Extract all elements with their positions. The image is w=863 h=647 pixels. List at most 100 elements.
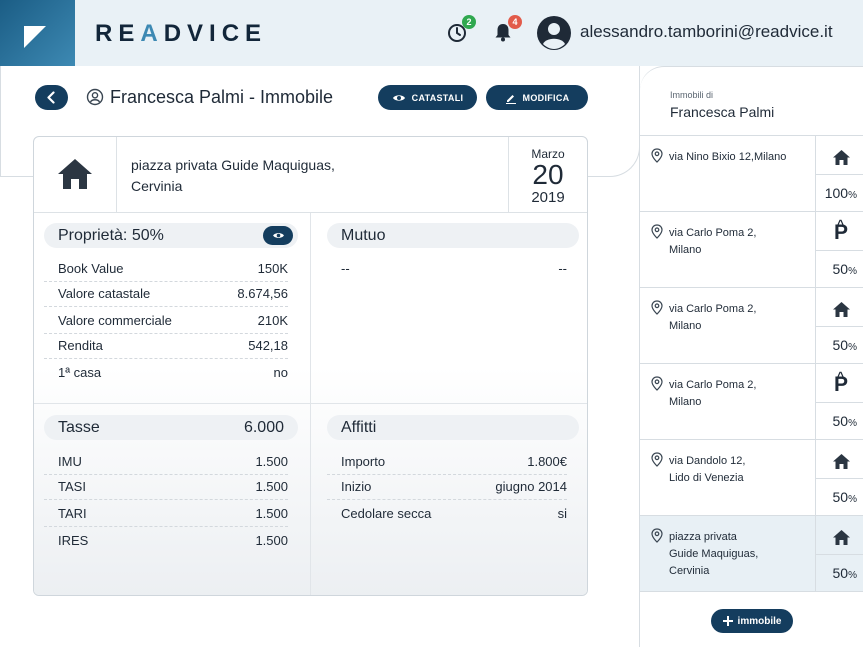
map-pin-icon: [651, 528, 663, 543]
date-month: Marzo: [531, 147, 565, 161]
map-pin-icon: [651, 148, 663, 163]
property-address: via Nino Bixio 12,Milano: [669, 151, 787, 163]
map-pin-icon: [651, 300, 663, 315]
column-divider: [310, 213, 311, 595]
ownership-percent: 50%: [832, 565, 857, 581]
properties-sidebar: Immobili di Francesca Palmi via Nino Bix…: [639, 66, 863, 647]
house-icon: [58, 159, 92, 189]
property-list-item[interactable]: via Dandolo 12, Lido di Venezia 50%: [640, 440, 863, 516]
property-type: 100%: [815, 136, 863, 211]
property-detail-card: piazza privata Guide Maquiguas, Cervinia…: [33, 136, 588, 596]
property-type: ^ P 50%: [815, 364, 863, 439]
property-type: ^ P 50%: [815, 212, 863, 287]
row-divider: [34, 403, 587, 404]
house-icon: [832, 529, 850, 545]
header-divider: [116, 137, 117, 213]
page-title: Francesca Palmi - Immobile: [110, 87, 334, 107]
top-bar: READVICE 2 4 alessandro.tamborini@readvi…: [0, 0, 863, 66]
catastali-button[interactable]: CATASTALI: [378, 85, 477, 110]
proprieta-row: 1ª casa no: [58, 365, 288, 380]
affitti-title: Affitti: [341, 418, 377, 436]
property-address: via Dandolo 12, Lido di Venezia: [669, 455, 746, 484]
logo-arrow-icon: [24, 26, 46, 48]
proprieta-row: Valore commerciale 210K: [44, 313, 288, 334]
chevron-left-icon: [47, 91, 55, 104]
proprieta-row: Valore catastale 8.674,56: [44, 286, 288, 307]
proprieta-section-header: Proprietà: 50%: [44, 223, 298, 248]
user-avatar-icon[interactable]: [537, 16, 571, 50]
house-icon: [832, 149, 850, 165]
affitti-row: Inizio giugno 2014: [327, 479, 567, 500]
sidebar-caption: Immobili di: [670, 90, 714, 100]
pencil-icon: [505, 94, 516, 104]
property-list-item[interactable]: via Carlo Poma 2, Milano ^ P 50%: [640, 212, 863, 288]
eye-icon: [392, 94, 405, 101]
history-clock-icon: [448, 24, 466, 42]
date-year: 2019: [531, 189, 565, 206]
house-icon: [832, 301, 850, 317]
map-pin-icon: [651, 452, 663, 467]
sidebar-owner: Francesca Palmi: [670, 104, 775, 120]
modifica-button[interactable]: MODIFICA: [486, 85, 588, 110]
tasse-row: TARI 1.500: [44, 506, 288, 527]
map-pin-icon: [651, 376, 663, 391]
tasse-row: TASI 1.500: [44, 479, 288, 500]
property-address: via Carlo Poma 2, Milano: [669, 303, 757, 332]
notifications-button[interactable]: 4: [492, 15, 522, 45]
property-address: via Carlo Poma 2, Milano: [669, 227, 757, 256]
proprieta-title: Proprietà: 50%: [58, 226, 164, 244]
house-icon: [832, 453, 850, 469]
property-date: Marzo 20 2019: [508, 137, 587, 213]
modifica-label: MODIFICA: [522, 92, 570, 103]
add-property-label: immobile: [737, 615, 782, 627]
tasse-title: Tasse: [58, 418, 100, 436]
property-header: piazza privata Guide Maquiguas, Cervinia…: [34, 137, 587, 213]
user-email[interactable]: alessandro.tamborini@readvice.it: [580, 22, 833, 41]
catastali-label: CATASTALI: [411, 92, 464, 103]
map-pin-icon: [651, 224, 663, 239]
history-button[interactable]: 2: [446, 15, 476, 45]
proprieta-row: Book Value 150K: [44, 261, 288, 282]
property-address: via Carlo Poma 2, Milano: [669, 379, 757, 408]
mutuo-row: -- --: [341, 261, 567, 276]
property-address: piazza privata Guide Maquiguas, Cervinia: [131, 157, 335, 194]
plus-icon: [722, 616, 733, 626]
property-list-item-active[interactable]: piazza privata Guide Maquiguas, Cervinia 5…: [640, 516, 863, 592]
tasse-section-header: Tasse 6.000: [44, 415, 298, 440]
property-type: 50%: [815, 440, 863, 515]
tasse-row: IRES 1.500: [58, 533, 288, 548]
property-address: piazza privata Guide Maquiguas, Cervinia: [669, 531, 759, 577]
person-icon: [86, 88, 104, 106]
sidebar-header: Immobili di Francesca Palmi: [640, 66, 863, 136]
property-type: 50%: [815, 288, 863, 363]
affitti-row: Importo 1.800€: [327, 454, 567, 475]
bell-icon: [495, 24, 511, 42]
back-button[interactable]: [35, 85, 68, 110]
property-list-item[interactable]: via Carlo Poma 2, Milano ^ P 50%: [640, 364, 863, 440]
add-property-button[interactable]: immobile: [711, 609, 793, 633]
affitti-section-header: Affitti: [327, 415, 579, 440]
date-day: 20: [532, 159, 564, 190]
ownership-percent: 50%: [832, 489, 857, 505]
ownership-percent: 50%: [832, 337, 857, 353]
tasse-total: 6.000: [243, 418, 284, 436]
ownership-percent: 50%: [832, 413, 857, 429]
eye-icon: [272, 233, 284, 238]
mutuo-title: Mutuo: [341, 226, 386, 244]
parking-icon: ^ P: [833, 369, 848, 396]
affitti-row: Cedolare secca si: [341, 506, 567, 521]
property-type: 50%: [815, 516, 863, 591]
notifications-badge: 4: [508, 15, 522, 29]
property-list-item[interactable]: via Carlo Poma 2, Milano 50%: [640, 288, 863, 364]
ownership-percent: 100%: [824, 185, 857, 201]
brand-wordmark: READVICE: [95, 20, 268, 47]
proprieta-row: Rendita 542,18: [44, 338, 288, 359]
mutuo-section-header: Mutuo: [327, 223, 579, 248]
property-list-item[interactable]: via Nino Bixio 12,Milano 100%: [640, 136, 863, 212]
tasse-row: IMU 1.500: [44, 454, 288, 475]
parking-icon: ^ P: [833, 217, 848, 244]
app-logo[interactable]: [0, 0, 75, 66]
proprieta-view-button[interactable]: [263, 226, 293, 245]
history-badge: 2: [462, 15, 476, 29]
ownership-percent: 50%: [832, 261, 857, 277]
